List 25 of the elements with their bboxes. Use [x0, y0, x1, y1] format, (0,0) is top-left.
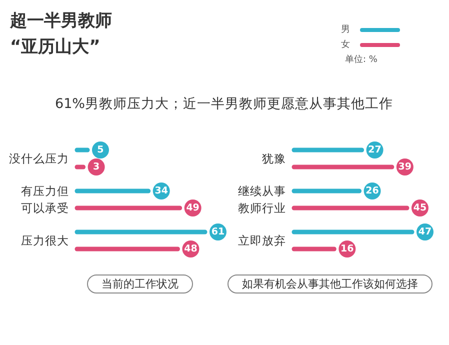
- y-tick-label: 压力很大: [21, 234, 69, 248]
- text: 单位: %: [345, 54, 378, 65]
- y-tick-label: 犹豫: [262, 152, 286, 166]
- legend-label: 女: [341, 39, 350, 50]
- chart-subtitle: 61%男教师压力大；近一半男教师更愿意从事其他工作: [54, 96, 394, 112]
- data-label: 34: [154, 186, 168, 196]
- data-label: 26: [366, 186, 380, 196]
- y-tick-label: 立即放弃: [238, 234, 286, 248]
- data-label: 39: [398, 162, 412, 172]
- legend-label: 男: [341, 24, 350, 35]
- data-label: 27: [368, 144, 382, 156]
- data-label: 3: [92, 162, 100, 172]
- y-tick-label: 有压力但可以承受: [21, 184, 69, 215]
- data-label: 45: [413, 202, 427, 214]
- data-label: 5: [97, 144, 104, 156]
- x-axis-title: 如果有机会从事其他工作该如何选择: [242, 278, 418, 290]
- data-label: 61: [211, 226, 225, 238]
- y-tick-label: 没什么压力: [9, 152, 69, 166]
- data-label: 16: [340, 244, 354, 254]
- x-axis-title: 当前的工作状况: [102, 278, 178, 290]
- chart-title: 超一半男教师 “亚历山大”: [9, 11, 112, 57]
- data-label: 48: [184, 244, 198, 254]
- data-label: 49: [186, 202, 200, 214]
- data-label: 47: [418, 226, 432, 238]
- y-tick-label: 继续从事教师行业: [238, 184, 286, 215]
